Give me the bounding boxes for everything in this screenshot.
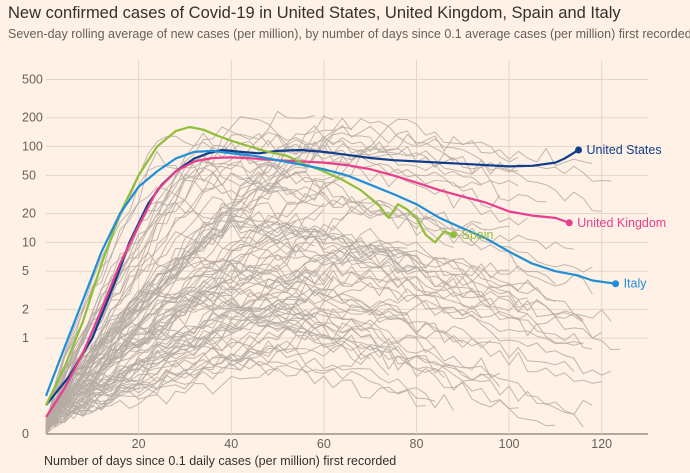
background-country-line (45, 319, 556, 428)
background-country-line (45, 275, 482, 433)
background-country-line (45, 281, 408, 426)
background-country-line (45, 343, 436, 435)
x-axis-label: Number of days since 0.1 daily cases (pe… (44, 454, 397, 468)
background-lines (45, 110, 621, 435)
x-tick-label: 100 (499, 437, 520, 451)
background-country-line (45, 345, 454, 429)
background-country-line (45, 325, 371, 434)
background-country-line (45, 247, 602, 422)
y-tick-label: 50 (22, 168, 36, 182)
background-country-line (45, 257, 334, 431)
background-country-line (45, 327, 278, 421)
y-tick-label: 5 (22, 264, 29, 278)
series-line-spain (45, 125, 454, 406)
background-country-line (45, 242, 427, 427)
series-labels: United States United Kingdom Spain Italy (462, 143, 667, 291)
series-end-dot (575, 146, 583, 154)
y-tick-label: 200 (22, 111, 43, 125)
series-end-dot (612, 280, 620, 288)
background-country-line (45, 116, 519, 426)
background-country-line (45, 133, 454, 435)
y-tick-label: 10 (22, 235, 36, 249)
background-country-line (45, 179, 602, 421)
series-label-united-kingdom: United Kingdom (577, 216, 666, 230)
x-tick-label: 20 (132, 437, 146, 451)
background-country-line (45, 292, 491, 429)
background-country-line (45, 277, 334, 431)
background-country-line (45, 262, 575, 421)
background-country-line (45, 117, 353, 435)
background-country-line (45, 280, 584, 427)
background-country-line (45, 298, 501, 423)
background-country-line (45, 132, 315, 431)
x-tick-label: 60 (317, 437, 331, 451)
background-country-line (45, 309, 315, 435)
x-tick-label: 40 (224, 437, 238, 451)
background-country-line (45, 299, 399, 432)
axis-ticks: 0 1 2 5 10 20 50 100 200 500 20 40 60 80 100 120 (22, 73, 612, 451)
background-country-line (45, 285, 436, 431)
background-country-line (45, 118, 519, 423)
background-country-line (45, 205, 574, 429)
y-tick-label: 20 (22, 207, 36, 221)
background-country-line (45, 262, 584, 429)
background-country-line (45, 141, 556, 435)
background-country-line (45, 327, 315, 425)
background-country-line (45, 186, 584, 429)
background-country-line (45, 140, 362, 426)
x-tick-label: 80 (410, 437, 424, 451)
background-country-line (45, 293, 593, 422)
series-line-united-kingdom (45, 156, 570, 418)
series-end-dot (565, 219, 573, 227)
highlight-series (44, 125, 620, 418)
background-country-line (45, 199, 510, 429)
series-label-united-states: United States (587, 143, 662, 157)
background-country-line (45, 237, 612, 429)
background-country-line (45, 352, 426, 435)
background-country-line (45, 143, 482, 431)
y-tick-label: 0 (22, 427, 29, 441)
background-country-line (45, 162, 297, 433)
series-line-italy (44, 149, 616, 397)
background-country-line (45, 283, 491, 431)
series-label-spain: Spain (462, 228, 494, 242)
y-tick-label: 1 (22, 331, 29, 345)
background-country-line (45, 220, 297, 435)
chart-title: New confirmed cases of Covid-19 in Unite… (8, 4, 621, 22)
y-tick-label: 100 (22, 140, 43, 154)
background-country-line (45, 124, 593, 435)
chart-subtitle: Seven-day rolling average of new cases (… (8, 27, 690, 41)
series-label-italy: Italy (624, 277, 648, 291)
background-country-line (45, 173, 297, 428)
y-tick-label: 2 (22, 302, 29, 316)
y-tick-label: 500 (22, 73, 43, 87)
series-end-dot (450, 231, 458, 239)
background-country-line (45, 216, 612, 423)
background-country-line (45, 201, 593, 434)
background-country-line (45, 149, 390, 430)
x-tick-label: 120 (591, 437, 612, 451)
background-country-line (45, 264, 464, 433)
